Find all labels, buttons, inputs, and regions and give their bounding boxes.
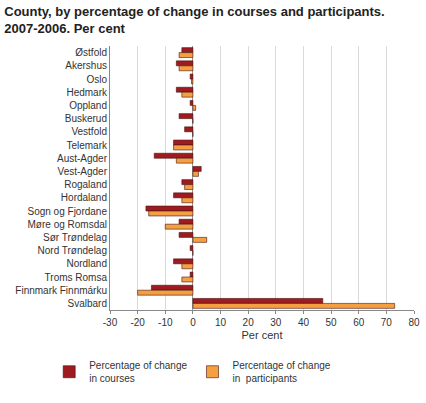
svg-text:60: 60: [353, 317, 365, 328]
svg-text:50: 50: [326, 317, 338, 328]
svg-text:Vestfold: Vestfold: [71, 126, 107, 137]
svg-text:Rogaland: Rogaland: [64, 179, 107, 190]
svg-text:Vest-Agder: Vest-Agder: [58, 166, 108, 177]
svg-text:Percentage of changein partic: Percentage of changein participants: [232, 360, 330, 384]
svg-text:Troms Romsa: Troms Romsa: [45, 272, 108, 283]
svg-text:Finnmark Finnmárku: Finnmark Finnmárku: [15, 285, 107, 296]
svg-text:Hordaland: Hordaland: [61, 192, 107, 203]
svg-text:Møre og Romsdal: Møre og Romsdal: [28, 219, 107, 230]
svg-text:Buskerud: Buskerud: [65, 113, 107, 124]
svg-text:Sogn og Fjordane: Sogn og Fjordane: [27, 206, 107, 217]
svg-text:20: 20: [243, 317, 255, 328]
svg-text:Percentage of changein courses: Percentage of changein courses: [89, 360, 187, 384]
svg-text:Per cent: Per cent: [242, 329, 283, 341]
svg-text:Nordland: Nordland: [66, 258, 107, 269]
svg-text:30: 30: [270, 317, 282, 328]
svg-text:10: 10: [215, 317, 227, 328]
svg-text:-20: -20: [130, 317, 145, 328]
svg-text:0: 0: [190, 317, 196, 328]
svg-text:40: 40: [298, 317, 310, 328]
svg-text:Oslo: Oslo: [86, 74, 107, 85]
svg-text:-30: -30: [103, 317, 118, 328]
svg-text:Nord Trøndelag: Nord Trøndelag: [38, 245, 107, 256]
svg-text:Østfold: Østfold: [75, 47, 107, 58]
svg-text:70: 70: [381, 317, 393, 328]
svg-text:Aust-Agder: Aust-Agder: [57, 153, 108, 164]
svg-text:Akershus: Akershus: [65, 60, 107, 71]
svg-text:Hedmark: Hedmark: [66, 87, 108, 98]
svg-text:-10: -10: [158, 317, 173, 328]
svg-text:Svalbard: Svalbard: [68, 298, 107, 309]
svg-text:Telemark: Telemark: [66, 140, 108, 151]
svg-text:Oppland: Oppland: [69, 100, 107, 111]
svg-text:County, by percentage of chang: County, by percentage of change in cours…: [4, 4, 384, 36]
svg-text:80: 80: [408, 317, 420, 328]
svg-text:Sør Trøndelag: Sør Trøndelag: [43, 232, 107, 243]
